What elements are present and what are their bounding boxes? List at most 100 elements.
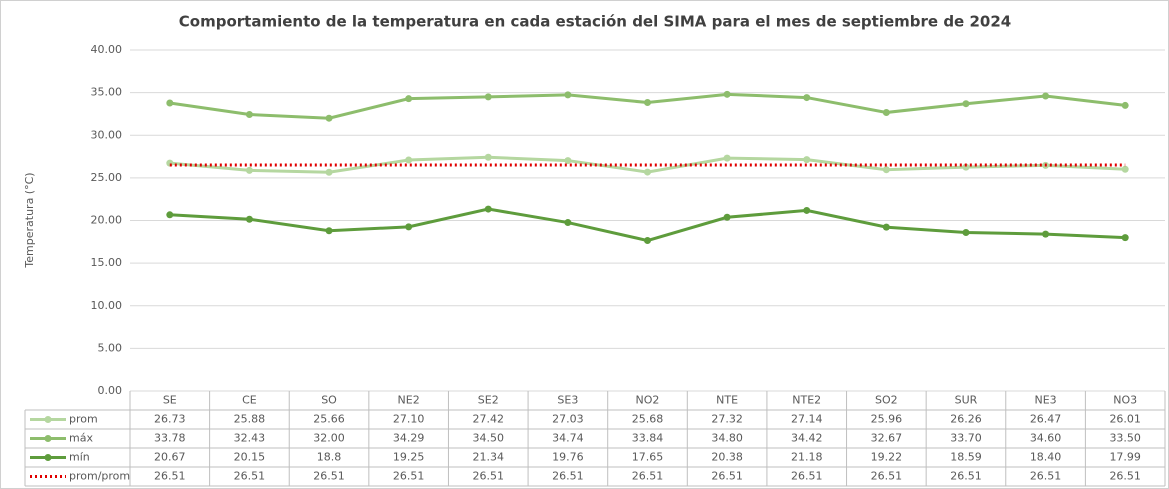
table-cell: 25.68: [632, 413, 664, 426]
legend-label: mín: [69, 451, 90, 464]
y-tick-label: 15.00: [91, 256, 123, 269]
table-cell: 18.40: [1030, 451, 1062, 464]
table-cell: 20.38: [711, 451, 743, 464]
table-cell: 27.42: [473, 413, 505, 426]
x-tick-label: SE: [163, 394, 177, 407]
data-point: [803, 206, 811, 214]
table-cell: 26.51: [711, 470, 743, 483]
table-cell: 26.51: [313, 470, 345, 483]
table-cell: 33.84: [632, 432, 664, 445]
data-point: [564, 219, 572, 227]
table-cell: 26.51: [791, 470, 823, 483]
x-tick-label: CE: [242, 394, 257, 407]
data-point: [644, 99, 651, 107]
table-cell: 34.74: [552, 432, 584, 445]
legend-label: prom: [69, 413, 98, 426]
data-point: [564, 91, 572, 99]
data-point: [166, 211, 174, 219]
table-cell: 26.47: [1030, 413, 1062, 426]
table-cell: 19.22: [871, 451, 903, 464]
x-tick-label: SUR: [955, 394, 978, 407]
data-point: [882, 166, 890, 174]
legend-marker: [44, 416, 52, 423]
data-point: [1121, 101, 1129, 109]
x-tick-label: NE2: [398, 394, 420, 407]
data-point: [245, 111, 253, 119]
table-cell: 25.96: [871, 413, 903, 426]
data-point: [405, 156, 413, 164]
data-point: [564, 157, 572, 165]
y-tick-label: 30.00: [91, 128, 123, 141]
y-tick-label: 0.00: [98, 384, 123, 397]
table-cell: 26.51: [871, 470, 903, 483]
table-cell: 17.65: [632, 451, 664, 464]
data-point: [325, 168, 333, 176]
data-point: [1121, 165, 1129, 173]
table-cell: 26.73: [154, 413, 186, 426]
x-tick-label: NO2: [636, 394, 660, 407]
chart-title: Comportamiento de la temperatura en cada…: [179, 13, 1011, 31]
table-cell: 33.50: [1109, 432, 1141, 445]
table-cell: 26.51: [234, 470, 266, 483]
data-point: [723, 154, 731, 162]
table-cell: 32.00: [313, 432, 345, 445]
x-tick-label: SE3: [557, 394, 578, 407]
data-point: [882, 108, 890, 116]
table-cell: 26.26: [950, 413, 982, 426]
table-cell: 26.51: [552, 470, 584, 483]
x-tick-label: SE2: [478, 394, 499, 407]
table-cell: 32.43: [234, 432, 266, 445]
table-cell: 26.51: [154, 470, 186, 483]
data-point: [325, 227, 333, 235]
table-cell: 34.80: [711, 432, 743, 445]
y-tick-label: 20.00: [91, 214, 123, 227]
data-point: [484, 205, 492, 213]
table-cell: 18.8: [317, 451, 342, 464]
data-point: [245, 215, 253, 223]
x-tick-label: NTE: [716, 394, 738, 407]
table-cell: 26.51: [632, 470, 664, 483]
table-cell: 21.18: [791, 451, 823, 464]
table-cell: 27.14: [791, 413, 823, 426]
x-tick-label: SO2: [875, 394, 898, 407]
data-point: [405, 95, 413, 103]
data-point: [644, 168, 651, 176]
x-tick-label: NE3: [1034, 394, 1056, 407]
table-cell: 26.01: [1109, 413, 1141, 426]
table-cell: 26.51: [1109, 470, 1141, 483]
data-point: [803, 94, 811, 102]
data-point: [644, 237, 651, 245]
legend-label: máx: [69, 432, 93, 445]
data-point: [484, 93, 492, 101]
table-cell: 17.99: [1109, 451, 1141, 464]
legend-label: prom/prom: [69, 470, 130, 483]
legend-marker: [44, 454, 52, 461]
data-point: [484, 153, 492, 161]
table-cell: 19.76: [552, 451, 584, 464]
table-cell: 20.67: [154, 451, 186, 464]
y-tick-label: 25.00: [91, 171, 123, 184]
table-cell: 20.15: [234, 451, 266, 464]
table-cell: 19.25: [393, 451, 425, 464]
y-tick-label: 5.00: [98, 341, 123, 354]
y-tick-label: 10.00: [91, 299, 123, 312]
data-point: [723, 90, 731, 98]
y-tick-label: 40.00: [91, 43, 123, 56]
data-point: [1121, 234, 1129, 242]
table-cell: 34.50: [473, 432, 505, 445]
table-cell: 21.34: [473, 451, 505, 464]
data-point: [1042, 92, 1050, 100]
data-point: [245, 166, 253, 174]
table-cell: 34.60: [1030, 432, 1062, 445]
x-tick-label: NO3: [1113, 394, 1137, 407]
data-point: [882, 223, 890, 231]
table-cell: 26.51: [1030, 470, 1062, 483]
data-point: [803, 156, 811, 164]
table-cell: 26.51: [950, 470, 982, 483]
table-cell: 27.32: [711, 413, 743, 426]
y-tick-label: 35.00: [91, 86, 123, 99]
legend-marker: [44, 435, 52, 442]
table-cell: 18.59: [950, 451, 982, 464]
table-cell: 34.29: [393, 432, 425, 445]
